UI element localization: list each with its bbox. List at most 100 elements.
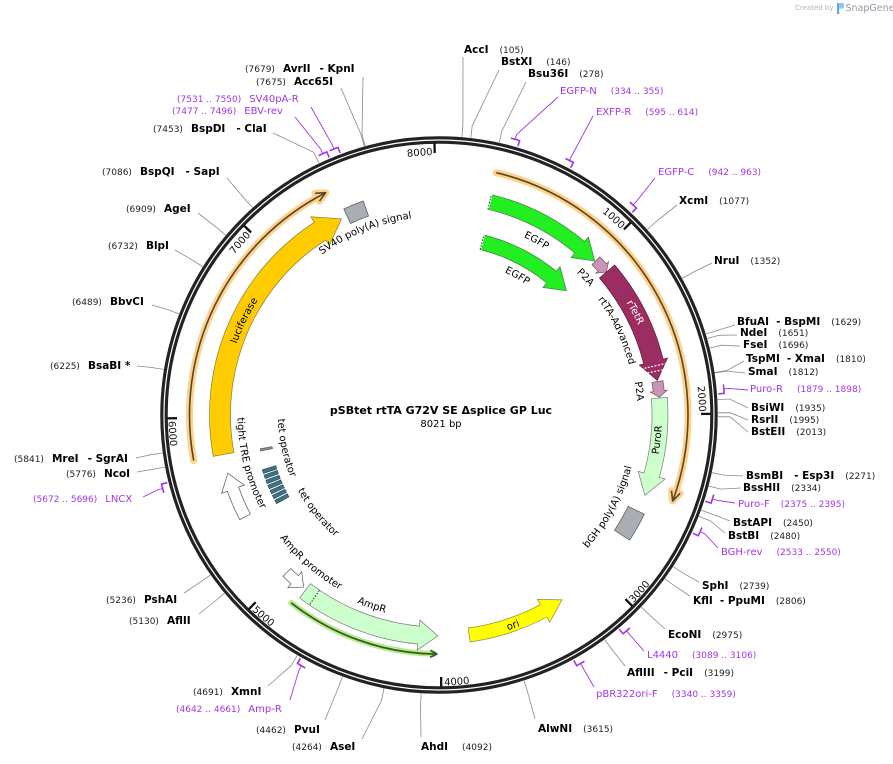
enzyme-name[interactable]: AvrII	[282, 63, 311, 75]
enzyme-isoschizomer[interactable]: - XmaI	[786, 353, 825, 365]
enzyme-name[interactable]: XcmI	[679, 195, 709, 207]
primer-mark-puro-f[interactable]	[705, 494, 715, 505]
site-label-aflii[interactable]: (5130) AflII	[129, 614, 191, 628]
primer-name[interactable]: Puro-R	[750, 384, 783, 395]
feature-p2a-2[interactable]	[649, 380, 669, 398]
feature-egfp-inner[interactable]	[479, 234, 567, 292]
site-label-bspqi-sapi[interactable]: (7086) BspQI - SapI	[102, 165, 220, 179]
primer-name[interactable]: Amp-R	[248, 704, 282, 715]
orf-arc-left[interactable]	[188, 192, 325, 461]
primer-label-exfp-r[interactable]: EXFP-R (595 .. 614)	[596, 106, 698, 120]
site-label-sphi[interactable]: SphI (2739)	[702, 579, 769, 593]
primer-label-pbr322ori-f[interactable]: pBR322ori-F (3340 .. 3359)	[596, 688, 736, 702]
enzyme-isoschizomer[interactable]: - PpuMI	[719, 595, 765, 607]
primer-mark-exfp-r[interactable]	[565, 157, 575, 169]
enzyme-isoschizomer[interactable]: - SapI	[185, 166, 220, 178]
site-label-bstbi[interactable]: BstBI (2480)	[728, 529, 800, 543]
enzyme-name[interactable]: TspMI	[746, 353, 780, 365]
primer-label-bgh-rev[interactable]: BGH-rev (2533 .. 2550)	[721, 546, 841, 560]
enzyme-name[interactable]: NruI	[714, 255, 740, 267]
enzyme-name[interactable]: Bsu36I	[528, 68, 569, 80]
enzyme-name[interactable]: Acc65I	[293, 76, 334, 88]
site-label-ncoi[interactable]: (5776) NcoI	[66, 467, 130, 481]
site-label-xcmi[interactable]: XcmI (1077)	[679, 194, 749, 208]
enzyme-name[interactable]: NcoI	[103, 468, 131, 480]
feature-luciferase[interactable]	[209, 216, 343, 457]
primer-label-lncx[interactable]: (5672 .. 5696) LNCX	[33, 493, 132, 507]
enzyme-name[interactable]: AflII	[166, 615, 191, 627]
enzyme-name[interactable]: BfuAI	[737, 316, 770, 328]
site-label-xmni[interactable]: (4691) XmnI	[193, 685, 261, 699]
feature-p2a-1[interactable]	[591, 256, 610, 274]
enzyme-isoschizomer[interactable]: - BspMI	[776, 316, 821, 328]
enzyme-name[interactable]: SmaI	[748, 366, 778, 378]
primer-label-egfp-c[interactable]: EGFP-C (942 .. 963)	[658, 166, 761, 180]
site-label-nrui[interactable]: NruI (1352)	[714, 254, 780, 268]
site-label-bsiwi[interactable]: BsiWI (1935)	[751, 401, 825, 415]
primer-name[interactable]: SV40pA-R	[249, 94, 299, 105]
primer-mark-egfp-n[interactable]	[510, 137, 521, 147]
enzyme-name[interactable]: BspQI	[139, 166, 175, 178]
enzyme-isoschizomer[interactable]: - SgrAI	[87, 453, 128, 465]
site-label-blpi[interactable]: (6732) BlpI	[108, 239, 169, 253]
site-label-bfuai-bspmi[interactable]: BfuAI - BspMI (1629)	[737, 315, 861, 329]
enzyme-name[interactable]: FseI	[743, 339, 768, 351]
primer-label-puro-f[interactable]: Puro-F (2375 .. 2395)	[738, 498, 845, 512]
enzyme-name[interactable]: BlpI	[145, 240, 169, 252]
site-label-pshai[interactable]: (5236) PshAI	[106, 593, 177, 607]
feature-tet-operator-single[interactable]	[259, 446, 273, 452]
site-label-kfli-ppumi[interactable]: KflI - PpuMI (2806)	[693, 594, 806, 608]
site-label-bsteii[interactable]: BstEII (2013)	[751, 425, 826, 439]
site-label-econi[interactable]: EcoNI (2975)	[668, 628, 742, 642]
primer-name[interactable]: EXFP-R	[596, 107, 632, 118]
site-label-fsei[interactable]: FseI (1696)	[743, 338, 808, 352]
site-label-alwni[interactable]: AlwNI (3615)	[538, 722, 613, 736]
site-label-rsrii[interactable]: RsrII (1995)	[751, 413, 819, 427]
enzyme-name[interactable]: XmnI	[230, 686, 262, 698]
enzyme-name[interactable]: AflIII	[627, 667, 655, 679]
primer-mark-bgh-rev[interactable]	[692, 527, 703, 537]
primer-name[interactable]: EGFP-C	[658, 167, 695, 178]
feature-tight-tre-promoter[interactable]	[221, 472, 251, 521]
site-label-avrii-kpni[interactable]: (7679) AvrII - KpnI	[245, 62, 355, 76]
site-label-agei[interactable]: (6909) AgeI	[126, 202, 191, 216]
site-label-mrei-sgrai[interactable]: (5841) MreI - SgrAI	[14, 452, 128, 466]
primer-mark-pbr322ori-f[interactable]	[573, 660, 585, 667]
primer-name[interactable]: L4440	[647, 650, 679, 661]
enzyme-name[interactable]: BssHII	[743, 482, 781, 494]
primer-mark-egfp-c[interactable]	[629, 201, 638, 213]
primer-mark-puro-r[interactable]	[718, 384, 726, 395]
site-label-bsu36i[interactable]: Bsu36I (278)	[528, 67, 603, 81]
enzyme-name[interactable]: KflI	[693, 595, 713, 607]
feature-puror[interactable]	[637, 397, 669, 496]
enzyme-name[interactable]: PvuI	[293, 724, 320, 736]
primer-mark-sv40pa-r[interactable]	[329, 146, 341, 154]
primer-name[interactable]: pBR322ori-F	[596, 689, 658, 700]
enzyme-name[interactable]: BbvCI	[109, 296, 144, 308]
site-label-bspdi-clai[interactable]: (7453) BspDI - ClaI	[153, 122, 267, 136]
feature-sv40-polya-signal[interactable]	[343, 200, 370, 224]
enzyme-name[interactable]: MreI	[51, 453, 79, 465]
site-label-tspmi-xmai[interactable]: TspMI - XmaI (1810)	[746, 352, 866, 366]
enzyme-name[interactable]: BstBI	[728, 530, 760, 542]
primer-label-amp-r[interactable]: (4642 .. 4661) Amp-R	[176, 703, 282, 717]
feature-ori[interactable]	[467, 599, 563, 643]
site-label-asei[interactable]: (4264) AseI	[292, 740, 355, 754]
primer-name[interactable]: LNCX	[105, 494, 133, 505]
primer-label-ebv-rev[interactable]: (7477 .. 7496) EBV-rev	[172, 105, 283, 119]
enzyme-name[interactable]: SphI	[702, 580, 729, 592]
primer-mark-lncx[interactable]	[160, 481, 168, 494]
site-label-bbvci[interactable]: (6489) BbvCI	[72, 295, 144, 309]
enzyme-name[interactable]: BstEII	[751, 426, 786, 438]
enzyme-name[interactable]: BsiWI	[751, 402, 785, 414]
site-label-bsmbi-esp3i[interactable]: BsmBI - Esp3I (2271)	[746, 469, 875, 483]
enzyme-name[interactable]: NdeI	[740, 327, 768, 339]
feature-ampr-promoter[interactable]	[282, 568, 304, 589]
enzyme-name[interactable]: BstAPI	[733, 517, 773, 529]
site-label-smai[interactable]: SmaI (1812)	[748, 365, 818, 379]
enzyme-isoschizomer[interactable]: - PciI	[663, 667, 694, 679]
site-label-bstapi[interactable]: BstAPI (2450)	[733, 516, 813, 530]
site-label-bsshii[interactable]: BssHII (2334)	[743, 481, 821, 495]
site-label-ahdi[interactable]: AhdI (4092)	[421, 740, 492, 754]
primer-label-egfp-n[interactable]: EGFP-N (334 .. 355)	[560, 85, 664, 99]
